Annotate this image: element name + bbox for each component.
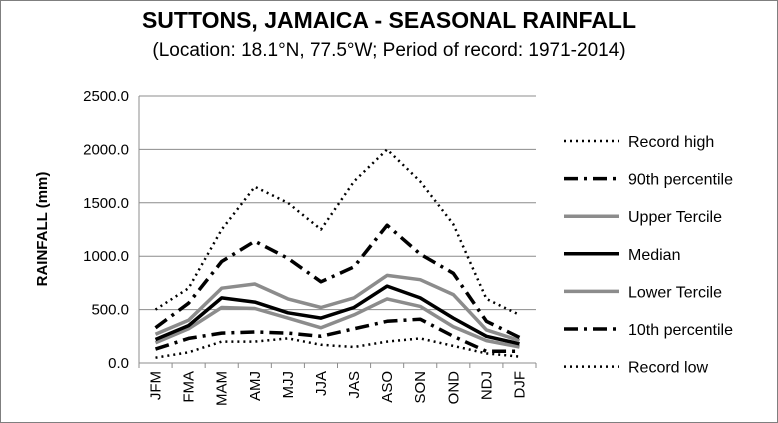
legend-label-90th-percentile: 90th percentile (628, 172, 733, 189)
y-tick-label-1: 500.0 (91, 302, 129, 319)
x-tick-label-djf: DJF (511, 371, 528, 399)
x-tick-label-jas: JAS (346, 371, 363, 399)
x-tick-label-mjj: MJJ (280, 371, 297, 399)
x-tick-label-jja: JJA (313, 371, 330, 396)
x-tick-label-fma: FMA (181, 371, 198, 403)
legend-label-10th-percentile: 10th percentile (628, 322, 733, 339)
x-tick-label-ndj: NDJ (478, 371, 495, 400)
x-tick-label-aso: ASO (379, 371, 396, 403)
x-tick-label-jfm: JFM (148, 371, 165, 400)
series-line-record-high (154, 148, 521, 317)
legend-label-record-high: Record high (628, 134, 714, 151)
y-tick-label-4: 2000.0 (83, 141, 129, 158)
y-axis-title: RAINFALL (mm) (34, 172, 51, 287)
x-tick-label-son: SON (412, 371, 429, 404)
y-tick-label-0: 0.0 (108, 355, 129, 372)
x-tick-label-mam: MAM (214, 371, 231, 406)
chart-subtitle: (Location: 18.1°N, 77.5°W; Period of rec… (152, 40, 626, 61)
legend-label-lower-tercile: Lower Tercile (628, 284, 722, 301)
series-line-median (154, 284, 520, 346)
series-line-upper-tercile (154, 273, 521, 343)
chart-title: SUTTONS, JAMAICA - SEASONAL RAINFALL (141, 7, 637, 33)
legend-label-median: Median (628, 247, 680, 264)
legend-label-upper-tercile: Upper Tercile (628, 209, 722, 226)
y-tick-label-5: 2500.0 (83, 88, 129, 105)
series-line-10th-percentile (154, 317, 520, 354)
x-tick-label-amj: AMJ (247, 371, 264, 401)
x-tick-label-ond: OND (445, 371, 462, 405)
series-line-record-low (155, 337, 520, 359)
legend-label-record-low: Record low (628, 360, 708, 377)
y-tick-label-3: 1500.0 (83, 195, 129, 212)
y-tick-label-2: 1000.0 (83, 248, 129, 265)
series-line-lower-tercile (154, 297, 520, 349)
